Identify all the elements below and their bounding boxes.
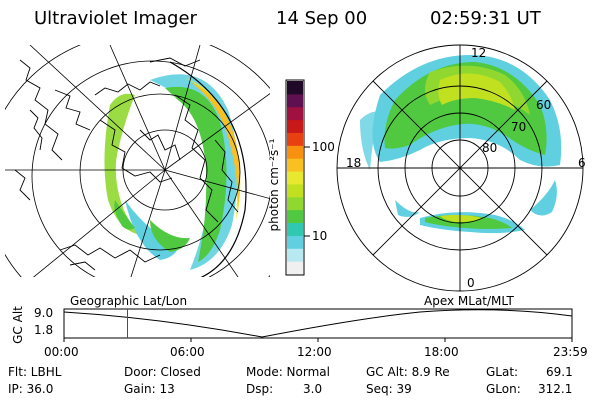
colorbar-tick-100: 100 [312,140,335,154]
geo-aurora-emission [104,74,241,271]
info-mode: Mode: Normal [246,365,330,379]
polar-plot [336,44,584,292]
colorbar-segment [287,132,303,146]
colorbar [285,79,310,276]
mlt-label-6: 6 [578,156,586,170]
colorbar-segment [287,209,303,224]
info-seq: Seq: 39 [366,382,412,396]
colorbar-segment [287,261,303,275]
colorbar-segment [287,235,303,249]
timeline-y-bottom: 1.8 [34,323,54,337]
geo-coastlines [14,57,239,271]
colorbar-segment [287,171,303,185]
info-ip: IP: 36.0 [8,382,54,396]
colorbar-segment [287,81,303,95]
colorbar-tick-10: 10 [312,229,328,243]
colorbar-segment [287,158,303,172]
colorbar-segment [287,93,303,108]
colorbar-unit-label: photon cm⁻²s⁻¹ [267,138,281,232]
colorbar-segment [287,183,303,198]
info-dsp-value: 3.0 [303,382,323,396]
mlt-label-18: 18 [346,156,362,170]
colorbar-segment [287,119,303,133]
geographic-map [5,45,270,277]
info-dsp-label: Dsp: [246,382,274,396]
polar-grid [336,44,584,292]
timeline-tick-0000: 00:00 [44,345,79,359]
info-door: Door: Closed [124,365,201,379]
timeline-tick-2359: 23:59 [553,345,588,359]
timeline-tick-1800: 18:00 [424,345,459,359]
geo-graticule [5,45,270,277]
info-glon-value: 312.1 [538,382,573,396]
timeline-tick-0600: 06:00 [170,345,205,359]
colorbar-segment [287,222,303,236]
polar-aurora-emission [360,55,562,234]
mlat-label-80: 80 [482,141,498,155]
info-glat-value: 69.1 [546,365,573,379]
altitude-curve [63,309,573,338]
apex-panel-label: Apex MLat/MLT [424,294,514,308]
mlat-label-70: 70 [511,120,527,134]
time-label: 02:59:31 UT [430,8,541,29]
info-glat-label: GLat: [486,365,519,379]
timeline-tick-1200: 12:00 [297,345,332,359]
mlt-label-12: 12 [471,46,487,60]
colorbar-segments [287,81,303,275]
info-glon-label: GLon: [486,382,521,396]
info-flt: Flt: LBHL [8,365,62,379]
date-label: 14 Sep 00 [276,8,368,29]
colorbar-segment [287,196,303,211]
timeline-axis-label: GC Alt [11,306,25,344]
info-gcalt: GC Alt: 8.9 Re [366,365,450,379]
window-title: Ultraviolet Imager [34,8,197,29]
geo-earth-limb [169,61,247,277]
colorbar-segment [287,106,303,121]
info-gain: Gain: 13 [124,382,175,396]
colorbar-segment [287,145,303,159]
timeline-y-top: 9.0 [34,306,54,320]
altitude-timeline [63,308,573,342]
geographic-panel-label: Geographic Lat/Lon [70,294,188,308]
mlt-label-0: 0 [467,276,475,290]
mlat-label-60: 60 [536,98,552,112]
colorbar-segment [287,248,303,262]
